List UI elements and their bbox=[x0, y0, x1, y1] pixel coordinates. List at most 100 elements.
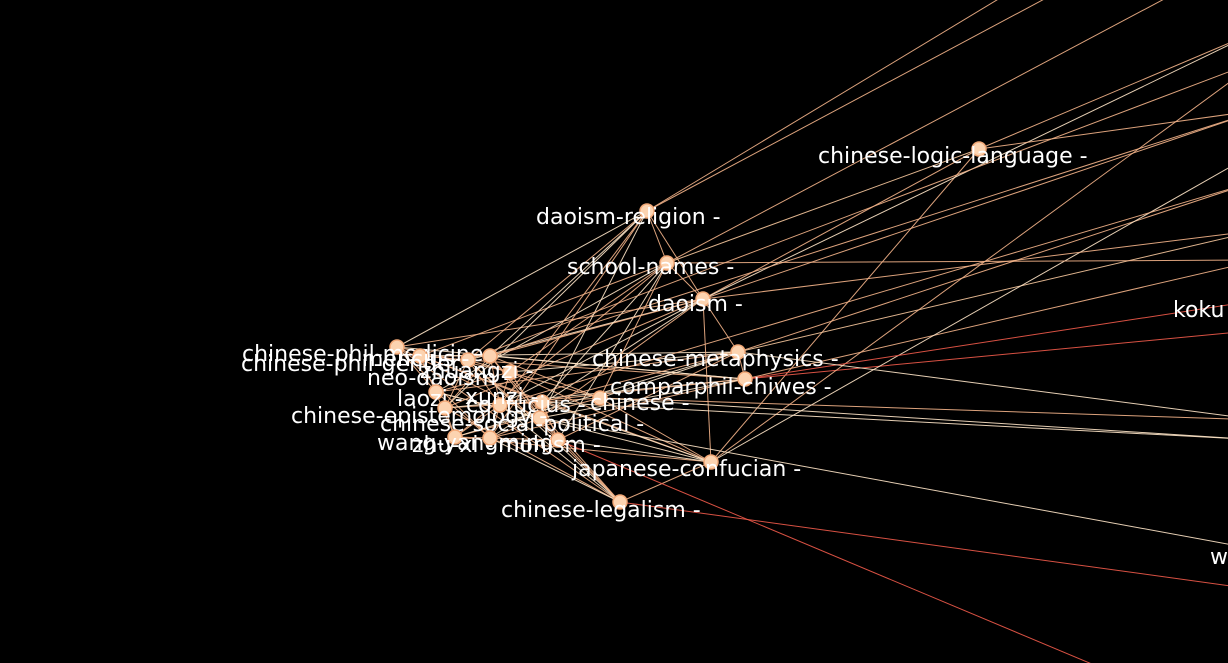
node-label: zhu-xi - bbox=[412, 433, 493, 458]
graph-edge bbox=[702, 298, 712, 463]
node-marker[interactable] bbox=[428, 384, 444, 400]
graph-edge bbox=[702, 120, 1228, 300]
graph-node[interactable]: daoism-religion - bbox=[536, 203, 721, 230]
graph-node[interactable]: mohism - bbox=[498, 432, 601, 458]
graph-edge bbox=[509, 262, 668, 373]
node-label: xunzi - bbox=[465, 385, 539, 410]
node-marker[interactable] bbox=[592, 390, 608, 406]
graph-node[interactable]: xunzi - bbox=[465, 385, 539, 413]
graph-edge bbox=[666, 0, 1164, 264]
node-marker[interactable] bbox=[971, 141, 987, 157]
graph-edge bbox=[444, 359, 469, 409]
node-marker[interactable] bbox=[460, 352, 476, 368]
graph-node[interactable]: confucius - bbox=[466, 393, 586, 418]
graph-edge bbox=[978, 113, 1228, 150]
node-marker[interactable] bbox=[502, 364, 518, 380]
node-marker[interactable] bbox=[389, 339, 405, 355]
graph-edge bbox=[557, 439, 621, 503]
graph-node[interactable]: chinese-legalism - bbox=[501, 494, 701, 523]
graph-edge bbox=[444, 355, 491, 409]
graph-edge bbox=[539, 210, 648, 419]
graph-edge bbox=[702, 44, 1228, 300]
node-marker[interactable] bbox=[737, 371, 753, 387]
graph-edge bbox=[539, 417, 1228, 545]
node-label: w bbox=[1210, 545, 1228, 570]
graph-node[interactable]: school-names - bbox=[567, 255, 734, 280]
graph-edge bbox=[744, 332, 1228, 380]
graph-node[interactable]: chinese-social-political - bbox=[380, 410, 644, 437]
graph-edge bbox=[541, 397, 601, 403]
graph-node[interactable]: daoism - bbox=[648, 291, 743, 317]
node-marker[interactable] bbox=[482, 348, 498, 364]
graph-edge bbox=[489, 355, 746, 380]
node-marker[interactable] bbox=[492, 397, 508, 413]
graph-node[interactable]: wang-yangming - bbox=[377, 429, 569, 456]
graph-edge bbox=[489, 298, 704, 439]
graph-edges bbox=[396, 0, 1228, 663]
graph-node[interactable]: koku bbox=[1173, 298, 1224, 323]
graph-node[interactable]: chinese - bbox=[590, 390, 690, 416]
node-label: zhuangzi - bbox=[420, 359, 533, 384]
node-label: mencius - bbox=[362, 347, 469, 372]
graph-edge bbox=[396, 298, 704, 348]
graph-edge bbox=[499, 404, 621, 503]
node-label: chinese - bbox=[590, 391, 690, 416]
graph-node[interactable]: chinese-logic-language - bbox=[818, 141, 1088, 169]
node-marker[interactable] bbox=[730, 344, 746, 360]
graph-node[interactable]: japanese-confucian - bbox=[571, 454, 801, 482]
graph-edge bbox=[499, 210, 648, 406]
graph-edge bbox=[744, 304, 1228, 380]
graph-edge bbox=[646, 210, 704, 300]
graph-edge bbox=[541, 351, 739, 403]
graph-edge bbox=[489, 119, 1228, 357]
node-marker[interactable] bbox=[437, 400, 453, 416]
node-marker[interactable] bbox=[659, 255, 675, 271]
graph-edge bbox=[599, 397, 712, 463]
graph-edge bbox=[396, 210, 648, 348]
node-marker[interactable] bbox=[695, 291, 711, 307]
graph-node[interactable]: mencius - bbox=[362, 347, 498, 372]
node-marker[interactable] bbox=[447, 429, 463, 445]
node-label: chinese-phil-gender - bbox=[241, 352, 475, 377]
node-marker[interactable] bbox=[550, 432, 566, 448]
graph-edge bbox=[541, 401, 1228, 439]
node-marker[interactable] bbox=[412, 348, 428, 364]
graph-node[interactable]: zhuangzi - bbox=[420, 359, 533, 384]
node-marker[interactable] bbox=[639, 203, 655, 219]
graph-edge bbox=[539, 298, 704, 419]
graph-edge bbox=[444, 298, 704, 409]
node-label: chinese-metaphysics - bbox=[592, 347, 839, 372]
node-marker[interactable] bbox=[532, 410, 548, 426]
graph-node[interactable]: chinese-phil-medicine - bbox=[242, 339, 498, 367]
graph-edge bbox=[646, 210, 668, 264]
graph-edge bbox=[702, 233, 1228, 300]
graph-edge bbox=[599, 397, 1228, 420]
graph-edge bbox=[744, 266, 1228, 380]
graph-node[interactable]: chinese-metaphysics - bbox=[592, 344, 839, 372]
graph-edge bbox=[435, 262, 668, 393]
node-marker[interactable] bbox=[612, 494, 628, 510]
graph-edge bbox=[444, 210, 648, 409]
node-marker[interactable] bbox=[703, 454, 719, 470]
node-marker[interactable] bbox=[534, 394, 550, 410]
graph-edge bbox=[454, 397, 601, 438]
graph-edge bbox=[646, 0, 998, 212]
graph-edge bbox=[509, 371, 712, 463]
graph-edge bbox=[599, 262, 668, 399]
graph-node[interactable]: w bbox=[1210, 545, 1228, 570]
graph-edge bbox=[419, 262, 668, 357]
graph-edge bbox=[710, 167, 1228, 463]
graph-edge bbox=[702, 298, 739, 353]
node-label: daoism - bbox=[648, 292, 743, 317]
graph-nodes: chinese-logic-language - daoism-religion … bbox=[241, 141, 1228, 570]
graph-edge bbox=[489, 437, 621, 503]
graph-edge bbox=[737, 190, 1228, 353]
graph-node[interactable]: zhu-xi - bbox=[412, 430, 498, 458]
graph-node[interactable]: chinese-phil-gender - bbox=[241, 348, 475, 377]
graph-node[interactable]: comparphil-chiwes - bbox=[610, 371, 832, 400]
node-label: koku bbox=[1173, 298, 1224, 323]
node-marker[interactable] bbox=[482, 430, 498, 446]
node-label: daoism-religion - bbox=[536, 205, 721, 230]
graph-edge bbox=[557, 262, 668, 441]
graph-edge bbox=[737, 351, 1228, 417]
